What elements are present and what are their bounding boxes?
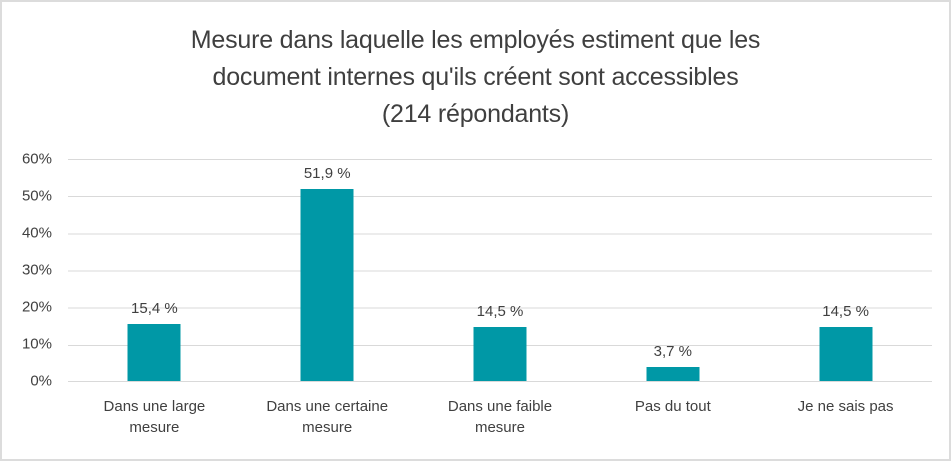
x-axis-category-label: Dans une large mesure: [103, 398, 206, 436]
bar: [127, 324, 181, 381]
y-axis-tick-60: 60%: [21, 150, 52, 168]
bar-value-label: 3,7 %: [653, 343, 692, 361]
bar-group: 14,5 %: [414, 159, 587, 381]
bar: [646, 367, 700, 381]
bar: [473, 327, 527, 381]
y-axis-tick-40: 40%: [21, 224, 52, 242]
y-axis-tick-10: 10%: [21, 335, 52, 353]
y-axis: 60% 50% 40% 30% 20% 10% 0%: [2, 151, 58, 390]
bar-value-label: 14,5 %: [822, 303, 869, 321]
chart-title: Mesure dans laquelle les employés estime…: [2, 22, 949, 133]
bar: [300, 188, 354, 381]
bar-group: 3,7 %: [586, 159, 759, 381]
bar-value-label: 15,4 %: [131, 300, 178, 318]
chart-title-line-1: Mesure dans laquelle les employés estime…: [190, 26, 761, 54]
bar-group: 51,9 %: [241, 159, 414, 381]
y-axis-tick-30: 30%: [21, 261, 52, 279]
x-axis-category-label: Dans une certaine mesure: [266, 398, 389, 436]
x-axis-category-label: Dans une faible mesure: [447, 398, 553, 436]
chart-title-line-2: document internes qu'ils créent sont acc…: [212, 63, 739, 91]
chart-title-line-3: (214 répondants): [381, 100, 570, 128]
bar: [819, 327, 873, 381]
bar-value-label: 51,9 %: [303, 164, 351, 182]
x-axis-category-label: Je ne sais pas: [797, 398, 894, 415]
y-axis-tick-0: 0%: [30, 372, 52, 390]
x-axis: Dans une large mesure Dans une certaine …: [68, 396, 932, 438]
bar-value-label: 14,5 %: [476, 303, 524, 321]
x-axis-category-label: Pas du tout: [634, 398, 711, 415]
y-axis-tick-50: 50%: [21, 187, 52, 205]
bars-layer: 15,4 % 51,9 % 14,5 % 3,7 % 14,5 %: [68, 159, 932, 381]
bar-group: 15,4 %: [68, 159, 241, 381]
bar-group: 14,5 %: [759, 159, 932, 381]
y-axis-tick-20: 20%: [21, 298, 52, 316]
plot-area-gridlines: 15,4 % 51,9 % 14,5 % 3,7 % 14,5 %: [68, 159, 932, 382]
